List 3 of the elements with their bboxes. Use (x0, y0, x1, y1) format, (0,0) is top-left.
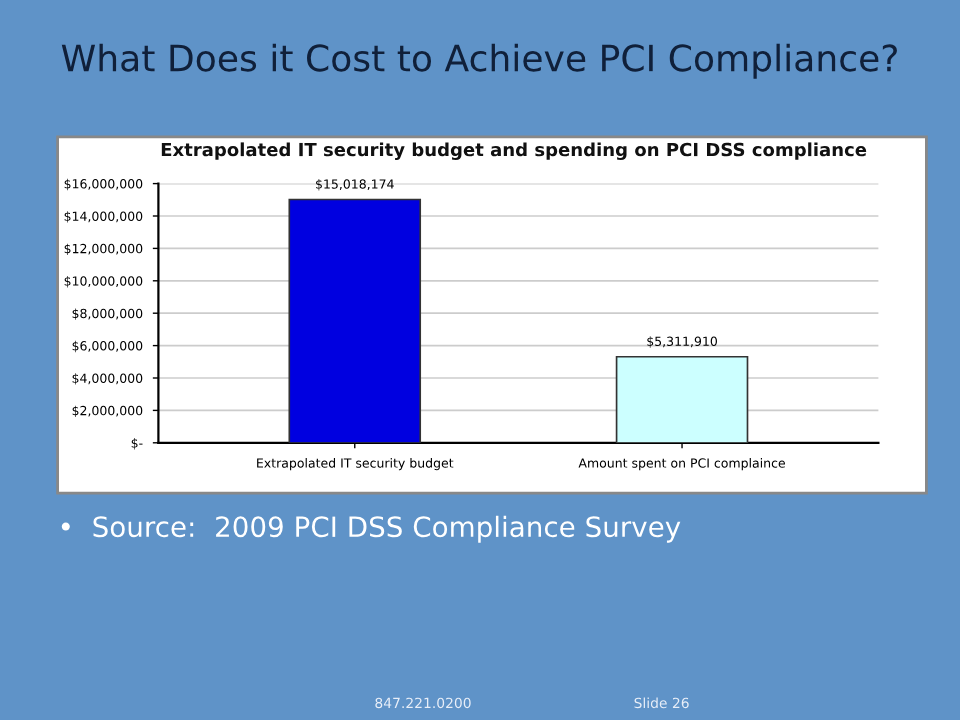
chart-subtitle: Extrapolated IT security budget and spending on PCI DSS compliance (161, 142, 867, 161)
chart-title: What Does it Cost to Achieve PCI Compliance? (61, 43, 897, 79)
text: • Source: 2009 PCI DSS Compliance Survey (61, 515, 681, 543)
